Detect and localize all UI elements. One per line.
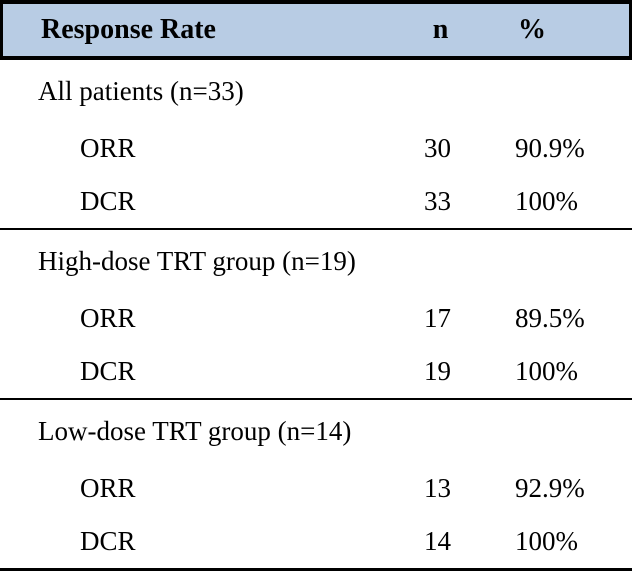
table-row: ORR 30 90.9% bbox=[0, 122, 632, 175]
n-value: 13 bbox=[424, 473, 451, 503]
header-response-rate: Response Rate bbox=[41, 14, 216, 45]
group-row: All patients (n=33) bbox=[0, 60, 632, 122]
table-body: All patients (n=33) ORR 30 90.9% DCR 33 100% Hi… bbox=[0, 60, 632, 571]
percent-value: 90.9% bbox=[515, 133, 585, 163]
table-row: ORR 13 92.9% bbox=[0, 462, 632, 515]
group-label: Low-dose TRT group (n=14) bbox=[38, 415, 352, 446]
table-section: High-dose TRT group (n=19) ORR 17 89.5% DCR 1… bbox=[0, 230, 632, 400]
table-row: DCR 33 100% bbox=[0, 175, 632, 228]
metric-label: ORR bbox=[80, 473, 136, 503]
group-label: High-dose TRT group (n=19) bbox=[38, 245, 356, 276]
percent-value: 100% bbox=[515, 356, 578, 386]
table-section: All patients (n=33) ORR 30 90.9% DCR 33 100% bbox=[0, 60, 632, 230]
percent-value: 92.9% bbox=[515, 473, 585, 503]
percent-value: 89.5% bbox=[515, 303, 585, 333]
metric-label: DCR bbox=[80, 526, 136, 556]
table-row: DCR 14 100% bbox=[0, 515, 632, 568]
metric-label: DCR bbox=[80, 186, 136, 216]
header-n: n bbox=[432, 14, 449, 45]
percent-value: 100% bbox=[515, 186, 578, 216]
n-value: 33 bbox=[424, 186, 451, 216]
header-percent: % bbox=[518, 14, 546, 45]
group-label: All patients (n=33) bbox=[38, 75, 244, 106]
n-value: 30 bbox=[424, 133, 451, 163]
n-value: 14 bbox=[424, 526, 451, 556]
table-header-row: Response Rate n % bbox=[0, 0, 632, 60]
n-value: 19 bbox=[424, 356, 451, 386]
table-section: Low-dose TRT group (n=14) ORR 13 92.9% DCR 14… bbox=[0, 400, 632, 571]
metric-label: ORR bbox=[80, 303, 136, 333]
group-row: High-dose TRT group (n=19) bbox=[0, 230, 632, 292]
table-row: ORR 17 89.5% bbox=[0, 292, 632, 345]
group-row: Low-dose TRT group (n=14) bbox=[0, 400, 632, 462]
n-value: 17 bbox=[424, 303, 451, 333]
metric-label: ORR bbox=[80, 133, 136, 163]
metric-label: DCR bbox=[80, 356, 136, 386]
percent-value: 100% bbox=[515, 526, 578, 556]
table-row: DCR 19 100% bbox=[0, 345, 632, 398]
